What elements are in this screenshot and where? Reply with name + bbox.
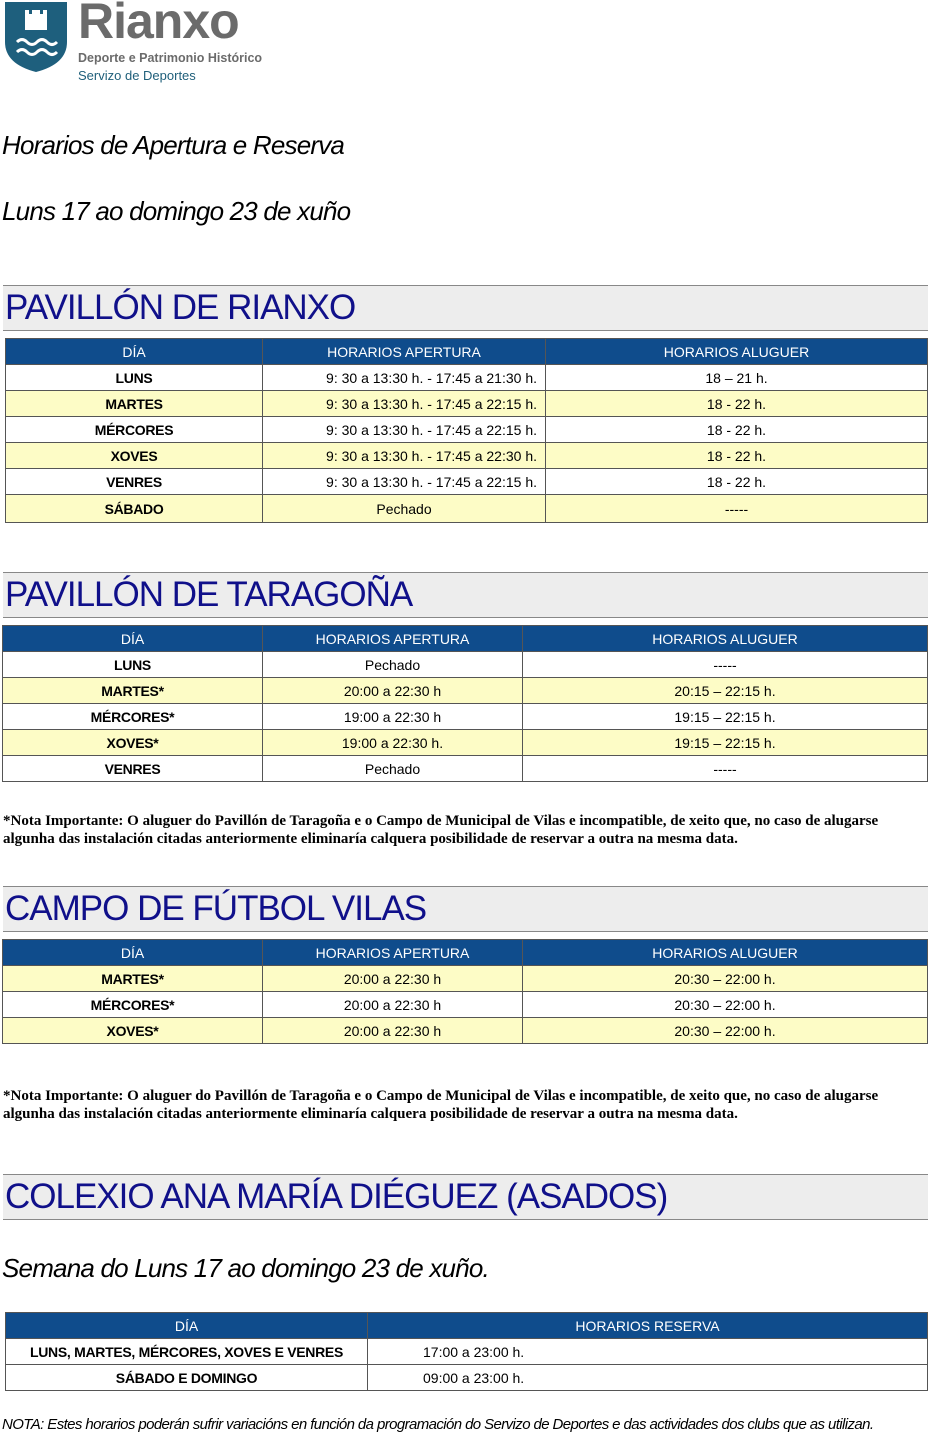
opening-cell: 19:00 a 22:30 h (262, 703, 523, 730)
table-row: MÉRCORES* 19:00 a 22:30 h 19:15 – 22:15 h. (2, 703, 928, 730)
schedule-table-pavillon-rianxo: DÍA HORARIOS APERTURA HORARIOS ALUGUER LUN… (5, 338, 928, 523)
brand-name: Rianxo (78, 0, 240, 49)
day-cell: SÁBADO E DOMINGO (5, 1364, 368, 1391)
opening-cell: 9: 30 a 13:30 h. - 17:45 a 22:15 h. (262, 416, 546, 443)
section-title-band: COLEXIO ANA MARÍA DIÉGUEZ (ASADOS) (3, 1174, 928, 1220)
day-cell: MÉRCORES* (2, 703, 263, 730)
reservation-cell: 09:00 a 23:00 h. (367, 1364, 928, 1391)
day-cell: MÉRCORES* (2, 991, 263, 1018)
opening-cell: Pechado (262, 755, 523, 782)
table-row: MÉRCORES 9: 30 a 13:30 h. - 17:45 a 22:15… (5, 416, 928, 443)
table-row: LUNS 9: 30 a 13:30 h. - 17:45 a 21:30 h. 1… (5, 364, 928, 391)
day-cell: VENRES (2, 755, 263, 782)
rental-cell: 18 - 22 h. (545, 442, 928, 469)
rianxo-shield-logo (5, 2, 67, 72)
table-row: XOVES 9: 30 a 13:30 h. - 17:45 a 22:30 h.… (5, 442, 928, 469)
table-row: MARTES* 20:00 a 22:30 h 20:30 – 22:00 h. (2, 965, 928, 992)
week-range: Luns 17 ao domingo 23 de xuño (2, 196, 351, 226)
rental-cell: 19:15 – 22:15 h. (522, 703, 928, 730)
brand-service: Servizo de Deportes (78, 68, 196, 83)
schedule-table-campo-vilas: DÍA HORARIOS APERTURA HORARIOS ALUGUER MAR… (2, 939, 928, 1044)
day-cell: XOVES (5, 442, 263, 469)
section-title: PAVILLÓN DE TARAGOÑA (5, 575, 413, 614)
day-cell: VENRES (5, 468, 263, 495)
table-row: VENRES Pechado ----- (2, 755, 928, 782)
table-row: VENRES 9: 30 a 13:30 h. - 17:45 a 22:15 h… (5, 468, 928, 495)
rental-cell: ----- (522, 651, 928, 678)
day-cell: LUNS (5, 364, 263, 391)
opening-cell: 19:00 a 22:30 h. (262, 729, 523, 756)
page-title: Horarios de Apertura e Reserva (2, 130, 345, 160)
column-header: HORARIOS ALUGUER (545, 338, 928, 365)
day-cell: MARTES* (2, 965, 263, 992)
important-note: *Nota Importante: O aluguer do Pavillón … (3, 1088, 879, 1122)
section-title: PAVILLÓN DE RIANXO (5, 288, 356, 327)
rental-cell: 18 - 22 h. (545, 416, 928, 443)
day-cell: XOVES* (2, 1017, 263, 1044)
day-cell: MARTES (5, 390, 263, 417)
column-header: DÍA (2, 939, 263, 966)
table-row: MÉRCORES* 20:00 a 22:30 h 20:30 – 22:00 h. (2, 991, 928, 1018)
section-title-band: PAVILLÓN DE RIANXO (3, 285, 928, 331)
rental-cell: 18 - 22 h. (545, 468, 928, 495)
section-title: COLEXIO ANA MARÍA DIÉGUEZ (ASADOS) (5, 1177, 668, 1216)
column-header: HORARIOS APERTURA (262, 625, 523, 652)
day-cell: XOVES* (2, 729, 263, 756)
final-note: NOTA: Estes horarios poderán sufrir vari… (2, 1416, 874, 1433)
table-row: XOVES* 19:00 a 22:30 h. 19:15 – 22:15 h. (2, 729, 928, 756)
column-header: DÍA (5, 1312, 368, 1339)
section-title: CAMPO DE FÚTBOL VILAS (5, 889, 427, 928)
column-header: HORARIOS APERTURA (262, 939, 523, 966)
important-note: *Nota Importante: O aluguer do Pavillón … (3, 813, 879, 847)
schedule-table-colexio-asados: DÍA HORARIOS RESERVA LUNS, MARTES, MÉRCOR… (5, 1312, 928, 1391)
day-cell: MARTES* (2, 677, 263, 704)
rental-cell: 20:30 – 22:00 h. (522, 965, 928, 992)
opening-cell: 20:00 a 22:30 h (262, 677, 523, 704)
day-cell: SÁBADO (5, 494, 263, 523)
opening-cell: Pechado (262, 494, 546, 523)
column-header: HORARIOS RESERVA (367, 1312, 928, 1339)
table-row: SÁBADO E DOMINGO 09:00 a 23:00 h. (5, 1364, 928, 1391)
column-header: HORARIOS ALUGUER (522, 939, 928, 966)
opening-cell: 20:00 a 22:30 h (262, 1017, 523, 1044)
opening-cell: 9: 30 a 13:30 h. - 17:45 a 21:30 h. (262, 364, 546, 391)
table-row: MARTES 9: 30 a 13:30 h. - 17:45 a 22:15 h… (5, 390, 928, 417)
table-row: XOVES* 20:00 a 22:30 h 20:30 – 22:00 h. (2, 1017, 928, 1044)
table-row: SÁBADO Pechado ----- (5, 494, 928, 523)
reservation-cell: 17:00 a 23:00 h. (367, 1338, 928, 1365)
table-row: LUNS Pechado ----- (2, 651, 928, 678)
section-week-range: Semana do Luns 17 ao domingo 23 de xuño. (2, 1253, 490, 1283)
section-title-band: PAVILLÓN DE TARAGOÑA (3, 572, 928, 618)
opening-cell: 9: 30 a 13:30 h. - 17:45 a 22:15 h. (262, 468, 546, 495)
column-header: DÍA (5, 338, 263, 365)
column-header: HORARIOS APERTURA (262, 338, 546, 365)
brand-subtitle: Deporte e Patrimonio Histórico (78, 51, 263, 65)
schedule-table-pavillon-taragona: DÍA HORARIOS APERTURA HORARIOS ALUGUER LUN… (2, 625, 928, 782)
rental-cell: 19:15 – 22:15 h. (522, 729, 928, 756)
rental-cell: 18 - 22 h. (545, 390, 928, 417)
rental-cell: 18 – 21 h. (545, 364, 928, 391)
day-cell: MÉRCORES (5, 416, 263, 443)
table-row: MARTES* 20:00 a 22:30 h 20:15 – 22:15 h. (2, 677, 928, 704)
rental-cell: 20:30 – 22:00 h. (522, 991, 928, 1018)
opening-cell: 20:00 a 22:30 h (262, 965, 523, 992)
column-header: DÍA (2, 625, 263, 652)
table-row: LUNS, MARTES, MÉRCORES, XOVES E VENRES 17… (5, 1338, 928, 1365)
rental-cell: ----- (545, 494, 928, 523)
opening-cell: 20:00 a 22:30 h (262, 991, 523, 1018)
opening-cell: Pechado (262, 651, 523, 678)
section-title-band: CAMPO DE FÚTBOL VILAS (3, 886, 928, 932)
column-header: HORARIOS ALUGUER (522, 625, 928, 652)
opening-cell: 9: 30 a 13:30 h. - 17:45 a 22:15 h. (262, 390, 546, 417)
rental-cell: ----- (522, 755, 928, 782)
day-cell: LUNS, MARTES, MÉRCORES, XOVES E VENRES (5, 1338, 368, 1365)
opening-cell: 9: 30 a 13:30 h. - 17:45 a 22:30 h. (262, 442, 546, 469)
rental-cell: 20:30 – 22:00 h. (522, 1017, 928, 1044)
rental-cell: 20:15 – 22:15 h. (522, 677, 928, 704)
day-cell: LUNS (2, 651, 263, 678)
